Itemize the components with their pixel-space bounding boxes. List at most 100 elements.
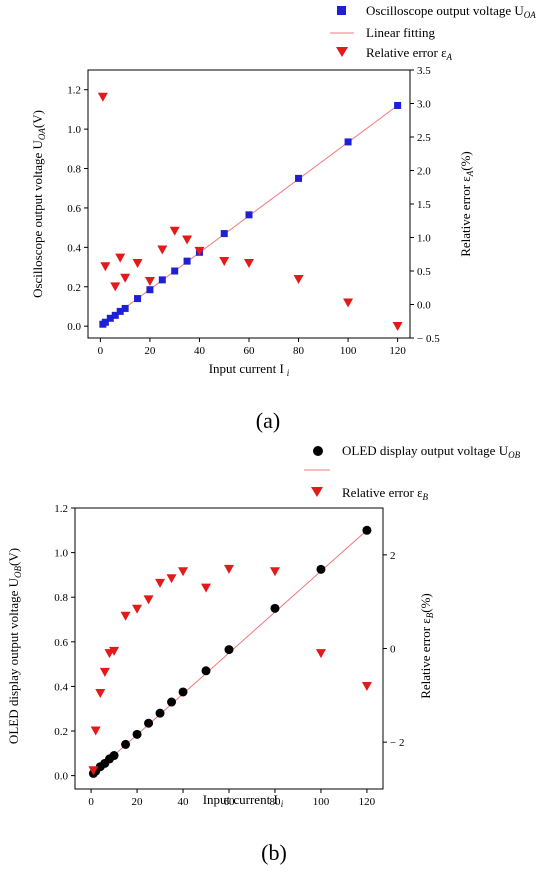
voltage-point [167, 697, 177, 707]
legend-a-item-1: Oscilloscope output voltage UOA [366, 3, 536, 20]
chart-b-legend: OLED display output voltage UOB Relative… [304, 443, 521, 502]
y-tick-label: 0.4 [67, 242, 81, 254]
legend-b-item-3: Relative error εB [342, 485, 429, 502]
y-tick-label: 0.0 [67, 321, 81, 333]
legend-b-triangle-marker [311, 487, 323, 497]
y-tick-label: 0.4 [54, 681, 68, 693]
error-point [178, 567, 189, 577]
voltage-point [144, 718, 154, 728]
error-point [343, 298, 354, 308]
x-tick-label: 100 [340, 345, 357, 357]
error-point [143, 595, 154, 605]
voltage-point [220, 230, 228, 238]
error-point [201, 583, 212, 593]
x-tick-label: 0 [98, 345, 104, 357]
voltage-point [270, 603, 280, 613]
voltage-point [155, 708, 165, 718]
y2-tick-label: 0.5 [417, 266, 431, 278]
voltage-point [109, 751, 119, 761]
panel-label-a: (a) [256, 408, 280, 433]
x-tick-label: 60 [224, 796, 236, 808]
y2-tick-label: 0.0 [417, 300, 431, 312]
voltage-point [146, 286, 154, 294]
error-point [132, 604, 143, 614]
chart-b: 0 20 40 60 80 100 120 0.00.20.40.60.81.01.2 20… [6, 443, 521, 865]
voltage-point [121, 739, 131, 749]
error-point [100, 262, 111, 272]
error-point [95, 688, 106, 698]
voltage-point [134, 295, 142, 303]
error-point [120, 273, 131, 283]
y-tick-label: 0.8 [54, 592, 68, 604]
chart-a-y2label: Relative error εA(%) [458, 151, 475, 257]
error-point [315, 649, 326, 659]
legend-a-item-2: Linear fitting [366, 25, 435, 40]
voltage-point [362, 525, 372, 535]
y-tick-label: 0.2 [67, 282, 81, 294]
voltage-point [245, 211, 253, 219]
error-point [293, 275, 304, 285]
chart-a-legend: Oscilloscope output voltage UOA Linear f… [330, 3, 536, 62]
y-tick-label: 0.0 [54, 771, 68, 783]
chart-b-y2label: Relative error εB(%) [418, 593, 435, 699]
x-tick-label: 60 [244, 345, 256, 357]
y2-tick-label: − 0.5 [417, 333, 440, 345]
y2-tick-label: 3.5 [417, 65, 431, 77]
y-tick-label: 0.6 [67, 203, 81, 215]
error-point [157, 245, 168, 255]
error-point [224, 564, 234, 574]
y2-tick-label: 2.0 [417, 166, 431, 178]
y2-tick-label: 0 [390, 644, 396, 656]
error-point [155, 578, 166, 588]
error-point [115, 253, 126, 263]
voltage-point [158, 276, 166, 284]
voltage-point [121, 304, 129, 312]
x-tick-label: 20 [144, 345, 156, 357]
x-tick-label: 100 [313, 796, 330, 808]
error-point [90, 726, 101, 736]
error-point [392, 321, 403, 331]
y2-tick-label: 1.0 [417, 233, 431, 245]
voltage-point [201, 666, 211, 676]
error-point [361, 681, 372, 691]
legend-a-triangle-marker [336, 47, 348, 57]
y2-tick-label: 2.5 [417, 132, 431, 144]
error-point [144, 277, 155, 287]
y-tick-label: 0.2 [54, 726, 68, 738]
error-point [97, 92, 108, 102]
voltage-point [295, 174, 303, 182]
legend-b-circle-marker [313, 446, 323, 456]
error-point [99, 667, 110, 677]
x-tick-label: 40 [178, 796, 190, 808]
y-tick-label: 1.0 [67, 124, 81, 136]
error-point [132, 258, 143, 268]
y-tick-label: 1.0 [54, 548, 68, 560]
error-point [110, 282, 121, 292]
legend-a-item-3: Relative error εA [366, 45, 453, 62]
voltage-point [111, 311, 119, 319]
error-point [169, 226, 180, 236]
voltage-point [183, 257, 191, 265]
voltage-point [171, 267, 179, 275]
voltage-point [106, 314, 114, 322]
error-point [182, 235, 193, 245]
chart-a: 0 20 40 60 80 100 120 0.0 0.2 0.4 0.6 0.8 1.0 1.2 3.… [30, 3, 536, 433]
error-point [120, 611, 131, 621]
x-tick-label: 20 [132, 796, 144, 808]
y-tick-label: 1.2 [67, 85, 81, 97]
x-tick-label: 40 [194, 345, 206, 357]
x-tick-label: 80 [269, 796, 281, 808]
voltage-point [116, 307, 124, 315]
error-point [166, 574, 177, 584]
y-tick-label: 0.8 [67, 164, 81, 176]
x-tick-label: 120 [389, 345, 406, 357]
error-point [244, 258, 254, 268]
error-point [109, 646, 120, 656]
error-point [194, 246, 205, 256]
voltage-point [394, 101, 402, 109]
y2-tick-label: 2 [390, 550, 396, 562]
voltage-point [101, 318, 109, 326]
